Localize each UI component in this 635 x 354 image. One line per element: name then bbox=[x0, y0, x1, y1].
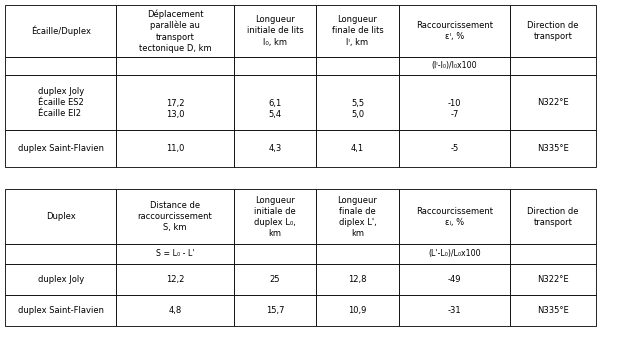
Text: duplex Joly
Écaille ES2
Écaille EI2: duplex Joly Écaille ES2 Écaille EI2 bbox=[37, 86, 84, 119]
Text: N322°E: N322°E bbox=[537, 98, 568, 107]
Text: 12,2: 12,2 bbox=[166, 275, 184, 284]
Text: -31: -31 bbox=[448, 306, 461, 315]
Bar bbox=[316, 264, 399, 295]
Text: (lᴵ-l₀)/l₀x100: (lᴵ-l₀)/l₀x100 bbox=[432, 61, 477, 70]
Bar bbox=[5, 75, 116, 130]
Bar bbox=[510, 5, 596, 57]
Bar bbox=[234, 75, 316, 130]
Bar bbox=[116, 75, 234, 130]
Bar bbox=[399, 57, 510, 75]
Text: 12,8: 12,8 bbox=[348, 275, 367, 284]
Bar bbox=[510, 244, 596, 264]
Text: -10
-7: -10 -7 bbox=[448, 99, 461, 119]
Text: 5,5
5,0: 5,5 5,0 bbox=[351, 99, 364, 119]
Text: 11,0: 11,0 bbox=[166, 144, 184, 153]
Bar bbox=[510, 130, 596, 167]
Text: Raccourcissement
εᴵ, %: Raccourcissement εᴵ, % bbox=[416, 21, 493, 41]
Text: Raccourcissement
εₗ, %: Raccourcissement εₗ, % bbox=[416, 207, 493, 227]
Text: Duplex: Duplex bbox=[46, 212, 76, 221]
Text: Direction de
transport: Direction de transport bbox=[527, 21, 578, 41]
Bar bbox=[116, 5, 234, 57]
Text: Distance de
raccourcissement
S, km: Distance de raccourcissement S, km bbox=[138, 201, 212, 233]
Bar bbox=[234, 5, 316, 57]
Bar bbox=[510, 57, 596, 75]
Bar bbox=[234, 295, 316, 326]
Text: N335°E: N335°E bbox=[537, 144, 568, 153]
Bar bbox=[116, 189, 234, 244]
Bar bbox=[510, 264, 596, 295]
Text: duplex Saint-Flavien: duplex Saint-Flavien bbox=[18, 144, 104, 153]
Bar bbox=[316, 57, 399, 75]
Bar bbox=[399, 244, 510, 264]
Bar bbox=[5, 130, 116, 167]
Text: 4,1: 4,1 bbox=[351, 144, 364, 153]
Text: duplex Joly: duplex Joly bbox=[37, 275, 84, 284]
Bar bbox=[116, 295, 234, 326]
Bar bbox=[316, 244, 399, 264]
Text: S = L₀ - L': S = L₀ - L' bbox=[156, 250, 194, 258]
Text: Longueur
initiale de
duplex L₀,
km: Longueur initiale de duplex L₀, km bbox=[254, 196, 296, 238]
Bar bbox=[399, 130, 510, 167]
Text: 4,3: 4,3 bbox=[269, 144, 281, 153]
Bar bbox=[316, 130, 399, 167]
Bar bbox=[5, 189, 116, 244]
Text: Écaille/Duplex: Écaille/Duplex bbox=[30, 26, 91, 36]
Text: N322°E: N322°E bbox=[537, 275, 568, 284]
Text: 15,7: 15,7 bbox=[265, 306, 284, 315]
Bar bbox=[116, 244, 234, 264]
Bar bbox=[5, 244, 116, 264]
Bar bbox=[116, 130, 234, 167]
Text: Direction de
transport: Direction de transport bbox=[527, 207, 578, 227]
Text: N335°E: N335°E bbox=[537, 306, 568, 315]
Text: Longueur
finale de
diplex L',
km: Longueur finale de diplex L', km bbox=[338, 196, 377, 238]
Bar bbox=[399, 295, 510, 326]
Text: 25: 25 bbox=[270, 275, 280, 284]
Text: 17,2
13,0: 17,2 13,0 bbox=[166, 99, 184, 119]
Bar bbox=[116, 57, 234, 75]
Bar bbox=[399, 264, 510, 295]
Text: 10,9: 10,9 bbox=[349, 306, 366, 315]
Bar bbox=[234, 57, 316, 75]
Bar bbox=[234, 244, 316, 264]
Bar bbox=[316, 5, 399, 57]
Text: Déplacement
parallèle au
transport
tectonique D, km: Déplacement parallèle au transport tecto… bbox=[138, 9, 211, 53]
Bar bbox=[399, 5, 510, 57]
Bar bbox=[510, 189, 596, 244]
Bar bbox=[510, 75, 596, 130]
Text: -5: -5 bbox=[450, 144, 458, 153]
Text: duplex Saint-Flavien: duplex Saint-Flavien bbox=[18, 306, 104, 315]
Bar bbox=[116, 264, 234, 295]
Bar bbox=[5, 295, 116, 326]
Text: 4,8: 4,8 bbox=[168, 306, 182, 315]
Text: -49: -49 bbox=[448, 275, 461, 284]
Text: 6,1
5,4: 6,1 5,4 bbox=[269, 99, 281, 119]
Bar bbox=[316, 189, 399, 244]
Bar bbox=[5, 264, 116, 295]
Bar bbox=[234, 130, 316, 167]
Bar bbox=[5, 57, 116, 75]
Bar bbox=[510, 295, 596, 326]
Text: Longueur
finale de lits
lᴵ, km: Longueur finale de lits lᴵ, km bbox=[331, 15, 384, 47]
Bar bbox=[316, 75, 399, 130]
Bar bbox=[234, 189, 316, 244]
Bar bbox=[5, 5, 116, 57]
Bar bbox=[399, 189, 510, 244]
Text: (L'-L₀)/L₀x100: (L'-L₀)/L₀x100 bbox=[428, 250, 481, 258]
Bar bbox=[234, 264, 316, 295]
Bar bbox=[316, 295, 399, 326]
Text: Longueur
initiale de lits
l₀, km: Longueur initiale de lits l₀, km bbox=[246, 15, 304, 47]
Bar bbox=[399, 75, 510, 130]
